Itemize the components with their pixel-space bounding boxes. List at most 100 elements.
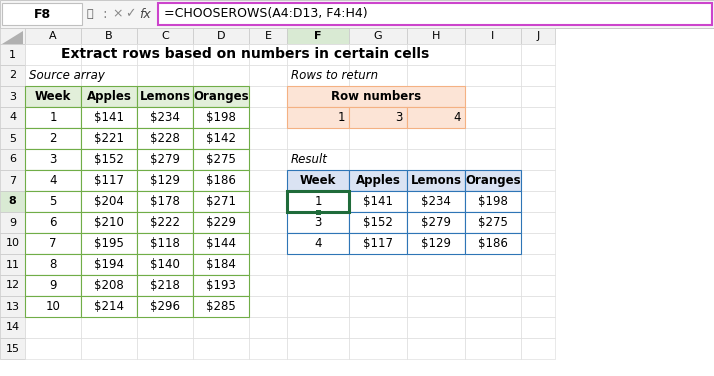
Bar — [193, 170, 249, 191]
Bar — [81, 170, 137, 191]
Bar — [81, 28, 137, 44]
Bar — [349, 191, 407, 212]
Bar — [137, 233, 193, 254]
Bar — [465, 212, 521, 233]
Text: C: C — [161, 31, 169, 41]
Text: Rows to return: Rows to return — [291, 69, 378, 82]
Bar — [0, 149, 25, 170]
Bar — [137, 86, 193, 107]
Bar — [521, 275, 555, 296]
Bar — [193, 212, 249, 233]
Bar — [25, 107, 81, 128]
Bar — [407, 338, 465, 359]
Bar — [81, 107, 137, 128]
Text: 3: 3 — [9, 91, 16, 102]
Text: Lemons: Lemons — [139, 90, 191, 103]
Bar — [287, 254, 349, 275]
Bar — [137, 338, 193, 359]
Bar — [287, 233, 349, 254]
Text: 8: 8 — [9, 197, 16, 206]
Text: 3: 3 — [314, 216, 322, 229]
Text: 13: 13 — [6, 302, 19, 311]
Bar — [349, 107, 407, 128]
Bar — [465, 128, 521, 149]
Text: G: G — [373, 31, 382, 41]
Bar — [81, 233, 137, 254]
Bar — [137, 107, 193, 128]
Text: ⌵: ⌵ — [86, 9, 94, 19]
Bar — [0, 170, 25, 191]
Bar — [25, 317, 81, 338]
Text: 7: 7 — [9, 176, 16, 185]
Bar — [407, 233, 465, 254]
Text: 10: 10 — [46, 300, 61, 313]
Bar — [2, 3, 82, 25]
Bar — [25, 233, 81, 254]
Text: 3: 3 — [396, 111, 403, 124]
Text: $152: $152 — [94, 153, 124, 166]
Bar — [193, 128, 249, 149]
Bar — [81, 86, 137, 107]
Bar — [193, 296, 249, 317]
Bar — [249, 28, 287, 44]
Text: F8: F8 — [34, 8, 51, 21]
Text: $198: $198 — [206, 111, 236, 124]
Bar — [137, 44, 193, 65]
Bar — [25, 233, 81, 254]
Bar — [465, 107, 521, 128]
Bar — [349, 254, 407, 275]
Bar — [287, 149, 349, 170]
Bar — [287, 170, 349, 191]
Bar — [349, 191, 407, 212]
Bar — [137, 233, 193, 254]
Bar — [287, 275, 349, 296]
Text: 9: 9 — [49, 279, 56, 292]
Bar — [193, 149, 249, 170]
Bar — [465, 233, 521, 254]
Text: $296: $296 — [150, 300, 180, 313]
Text: 15: 15 — [6, 344, 19, 353]
Bar — [287, 128, 349, 149]
Bar — [193, 275, 249, 296]
Bar — [249, 170, 287, 191]
Bar — [465, 170, 521, 191]
Text: 4: 4 — [49, 174, 56, 187]
Bar — [193, 65, 249, 86]
Bar — [137, 28, 193, 44]
Bar — [0, 317, 25, 338]
Bar — [81, 107, 137, 128]
Bar — [25, 296, 81, 317]
Text: H: H — [432, 31, 441, 41]
Bar — [521, 107, 555, 128]
Bar — [0, 86, 25, 107]
Text: $144: $144 — [206, 237, 236, 250]
Text: $234: $234 — [421, 195, 451, 208]
Bar — [521, 28, 555, 44]
Text: $186: $186 — [478, 237, 508, 250]
Text: 2: 2 — [9, 71, 16, 80]
Bar — [193, 317, 249, 338]
Bar — [521, 338, 555, 359]
Bar — [465, 296, 521, 317]
Bar — [407, 254, 465, 275]
Bar — [465, 233, 521, 254]
Bar — [81, 149, 137, 170]
Bar — [249, 338, 287, 359]
Text: 1: 1 — [9, 50, 16, 59]
Text: $194: $194 — [94, 258, 124, 271]
Bar — [193, 338, 249, 359]
Bar — [249, 254, 287, 275]
Text: $210: $210 — [94, 216, 124, 229]
Bar — [193, 107, 249, 128]
Bar — [137, 296, 193, 317]
Bar — [249, 233, 287, 254]
Text: 5: 5 — [9, 133, 16, 144]
Text: 1: 1 — [49, 111, 56, 124]
Bar — [287, 86, 465, 107]
Text: $141: $141 — [94, 111, 124, 124]
Bar — [316, 209, 321, 214]
Text: $275: $275 — [206, 153, 236, 166]
Text: Apples: Apples — [356, 174, 401, 187]
Bar — [349, 212, 407, 233]
Bar — [137, 191, 193, 212]
